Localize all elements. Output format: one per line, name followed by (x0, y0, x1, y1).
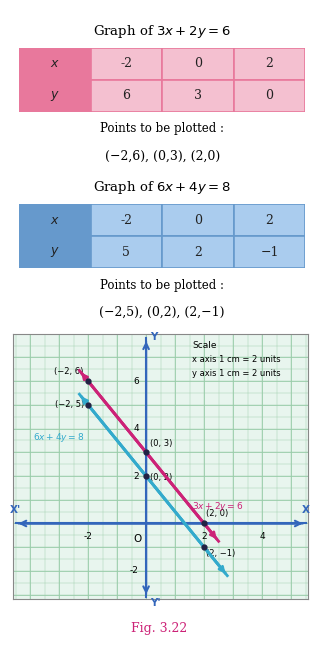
Text: $x$: $x$ (50, 57, 60, 71)
Text: 2: 2 (266, 57, 273, 71)
Text: $x$: $x$ (50, 214, 60, 227)
Text: (−2,5), (0,2), (2,−1): (−2,5), (0,2), (2,−1) (100, 306, 225, 319)
Text: Scale: Scale (192, 341, 217, 350)
Text: -2: -2 (121, 57, 132, 71)
Text: 3: 3 (194, 89, 202, 102)
Text: Y': Y' (150, 598, 161, 608)
Bar (19, 204, 91, 237)
Text: O: O (133, 534, 142, 544)
Bar (234, 80, 305, 111)
Text: $6x +4y = 8$: $6x +4y = 8$ (33, 432, 84, 445)
Text: 2: 2 (133, 472, 139, 481)
Bar (19, 80, 91, 111)
Bar (162, 48, 234, 80)
Text: 6: 6 (133, 376, 139, 386)
Text: (−2, 5): (−2, 5) (54, 400, 84, 410)
Text: (2, 0): (2, 0) (205, 509, 228, 518)
Text: Graph of $6x + 4y = 8$: Graph of $6x + 4y = 8$ (93, 179, 231, 196)
Text: Y: Y (150, 332, 158, 342)
Text: −1: −1 (260, 246, 279, 259)
Bar (91, 80, 162, 111)
Bar (91, 204, 162, 237)
Bar (234, 204, 305, 237)
Text: (2, −1): (2, −1) (205, 548, 235, 557)
Bar (91, 237, 162, 268)
Text: y axis 1 cm = 2 units: y axis 1 cm = 2 units (192, 369, 281, 378)
Text: (0, 3): (0, 3) (150, 439, 173, 448)
Text: 0: 0 (194, 57, 202, 71)
Text: $y$: $y$ (50, 245, 60, 259)
Text: -2: -2 (121, 214, 132, 227)
Text: 0: 0 (194, 214, 202, 227)
Text: Fig. 3.22: Fig. 3.22 (131, 622, 187, 635)
Text: 6: 6 (122, 89, 130, 102)
Bar (162, 237, 234, 268)
Bar (19, 237, 91, 268)
Text: 2: 2 (194, 246, 202, 259)
Text: 5: 5 (122, 246, 130, 259)
Bar (162, 80, 234, 111)
Text: 2: 2 (266, 214, 273, 227)
Text: Graph of $3x + 2y = 6$: Graph of $3x + 2y = 6$ (93, 23, 231, 40)
Bar (234, 237, 305, 268)
Text: -2: -2 (84, 532, 93, 541)
Text: Points to be plotted :: Points to be plotted : (100, 122, 224, 135)
Text: (−2, 6): (−2, 6) (54, 367, 84, 376)
Bar (234, 48, 305, 80)
Text: -2: -2 (130, 566, 139, 575)
Text: x axis 1 cm = 2 units: x axis 1 cm = 2 units (192, 355, 281, 364)
Bar (162, 204, 234, 237)
Bar (19, 48, 91, 80)
Text: 4: 4 (259, 532, 265, 541)
Bar (91, 48, 162, 80)
Text: 4: 4 (133, 424, 139, 433)
Text: 0: 0 (266, 89, 273, 102)
Text: (0, 2): (0, 2) (150, 472, 173, 481)
Text: (−2,6), (0,3), (2,0): (−2,6), (0,3), (2,0) (105, 150, 220, 163)
Text: X: X (301, 505, 309, 515)
Text: $3x +2y = 6$: $3x +2y = 6$ (192, 500, 244, 513)
Text: Points to be plotted :: Points to be plotted : (100, 279, 224, 292)
Text: 2: 2 (201, 532, 207, 541)
Text: X': X' (10, 505, 21, 515)
Text: $y$: $y$ (50, 89, 60, 103)
